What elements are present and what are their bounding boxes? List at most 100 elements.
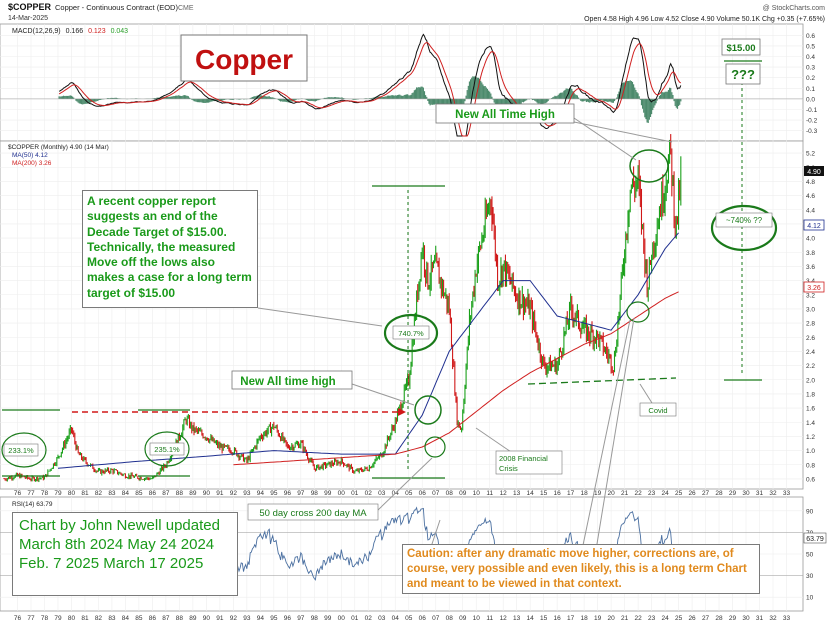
label-ath-low-box — [231, 370, 353, 390]
x-tick-label-bottom: 04 — [392, 615, 400, 622]
quote-label: Open 4.58 High 4.96 Low 4.52 Close 4.90 … — [584, 16, 825, 23]
x-tick-label-bottom: 94 — [257, 615, 265, 622]
x-tick-label-bottom: 97 — [297, 615, 305, 622]
report-note: A recent copper report suggests an end o… — [82, 190, 258, 308]
x-tick-label-bottom: 88 — [176, 615, 184, 622]
price-tick-label: 3.8 — [806, 250, 815, 257]
last-price-tag — [804, 166, 824, 176]
ellipse-ath — [629, 149, 669, 183]
price-tick-label: 1.6 — [806, 406, 815, 413]
macd-tick-label: 0.4 — [806, 54, 815, 61]
x-tick-label: 92 — [230, 490, 238, 497]
macd-line — [58, 33, 682, 137]
x-tick-label: 90 — [203, 490, 211, 497]
title-box — [180, 34, 308, 82]
x-tick-label-bottom: 87 — [162, 615, 170, 622]
report-note-text: A recent copper report suggests an end o… — [87, 194, 252, 300]
ma200-line — [233, 291, 679, 466]
symbol-label: $COPPER — [8, 2, 52, 12]
price-tick-label: 4.6 — [806, 193, 815, 200]
leader-report — [257, 307, 383, 327]
x-tick-label: 17 — [567, 490, 575, 497]
ma50-tag — [803, 219, 825, 231]
x-tick-label: 32 — [769, 490, 777, 497]
price-legend-ma50: MA(50) 4.12 — [12, 152, 48, 159]
price-tick-label: 2.0 — [806, 377, 815, 384]
x-tick-label: 95 — [270, 490, 278, 497]
macd-tick-label: 0.1 — [806, 86, 815, 93]
ellipse-cross — [424, 436, 446, 458]
price-tick-label: 1.4 — [806, 420, 815, 427]
price-tick-label: 1.2 — [806, 434, 815, 441]
price-series — [3, 134, 682, 483]
x-tick-label: 14 — [527, 490, 535, 497]
x-tick-label-bottom: 02 — [365, 615, 373, 622]
small-labels: 233.1% 235.1% 740.7% ~740% ?? $15.00 ???… — [3, 38, 773, 521]
x-tick-label-bottom: 96 — [284, 615, 292, 622]
x-tick-label-bottom: 99 — [324, 615, 332, 622]
description-label: Copper - Continuous Contract (EOD) — [55, 3, 178, 12]
x-tick-label-bottom: 78 — [41, 615, 49, 622]
price-tick-label: 3.0 — [806, 306, 815, 313]
label-740: 740.7% — [398, 329, 424, 338]
x-tick-label: 98 — [311, 490, 319, 497]
macd-tick-label: -0.3 — [806, 128, 818, 135]
x-tick-label-bottom: 13 — [513, 615, 521, 622]
x-tick-label-bottom: 14 — [527, 615, 535, 622]
x-tick-label: 80 — [68, 490, 76, 497]
x-tick-label-bottom: 81 — [81, 615, 89, 622]
label-235: 235.1% — [154, 445, 180, 454]
macd-indicator — [0, 33, 803, 137]
rsi-legend: RSI(14) 63.79 — [12, 501, 53, 508]
x-tick-label-bottom: 17 — [567, 615, 575, 622]
source-label: @ StockCharts.com — [763, 5, 826, 12]
x-tick-label-bottom: 22 — [634, 615, 642, 622]
date-label: 14-Mar-2025 — [8, 15, 48, 22]
label-covid: Covid — [648, 406, 667, 415]
x-tick-label: 28 — [715, 490, 723, 497]
x-tick-label-bottom: 32 — [769, 615, 777, 622]
x-tick-label: 01 — [351, 490, 359, 497]
macd-tick-label: 0.2 — [806, 75, 815, 82]
ma200-tag-text: 3.26 — [807, 285, 821, 292]
price-tick-label: 3.6 — [806, 264, 815, 271]
x-tick-label: 87 — [162, 490, 170, 497]
price-tick-label: 4.4 — [806, 207, 815, 214]
x-tick-label: 76 — [14, 490, 22, 497]
x-tick-label-bottom: 90 — [203, 615, 211, 622]
price-tick-label: 4.0 — [806, 236, 815, 243]
price-tick-label: 5.2 — [806, 151, 815, 158]
price-tick-label: 2.2 — [806, 363, 815, 370]
leader-new-ath-low — [351, 383, 415, 406]
x-tick-label: 88 — [176, 490, 184, 497]
last-price-tag-text: 4.90 — [807, 169, 821, 176]
x-tick-label: 08 — [446, 490, 454, 497]
label-ath-top: New All Time High — [455, 109, 555, 121]
x-tick-label-bottom: 76 — [14, 615, 22, 622]
leader-covid — [639, 383, 653, 404]
x-tick-label: 89 — [189, 490, 197, 497]
label-ath-low: New All time high — [240, 376, 335, 388]
x-tick-label-bottom: 30 — [742, 615, 750, 622]
x-tick-label: 25 — [675, 490, 683, 497]
support-dashed-line — [527, 377, 677, 385]
leader-cross — [377, 457, 433, 511]
label-cross: 50 day cross 200 day MA — [259, 508, 367, 519]
x-tick-label-bottom: 12 — [500, 615, 508, 622]
rsi-tick-label: 50 — [806, 552, 814, 559]
ellipse-233 — [1, 432, 47, 468]
x-tick-label: 86 — [149, 490, 157, 497]
x-tick-label-bottom: 20 — [608, 615, 616, 622]
x-tick-label-bottom: 21 — [621, 615, 629, 622]
x-tick-label-bottom: 27 — [702, 615, 710, 622]
label-cross-box — [247, 503, 379, 521]
x-tick-label: 24 — [661, 490, 669, 497]
price-tick-label: 0.8 — [806, 462, 815, 469]
credit-note: Chart by John Newell updated March 8th 2… — [12, 512, 238, 596]
price-tick-label: 1.8 — [806, 391, 815, 398]
price-tick-label: 2.6 — [806, 335, 815, 342]
leader-caution-2 — [595, 317, 635, 551]
axes: 76 76 77 77 78 78 79 79 80 80 81 81 82 82 83 83 84 84 85 85… — [14, 33, 818, 622]
x-tick-label: 11 — [486, 490, 493, 497]
rsi-tag — [803, 532, 827, 544]
